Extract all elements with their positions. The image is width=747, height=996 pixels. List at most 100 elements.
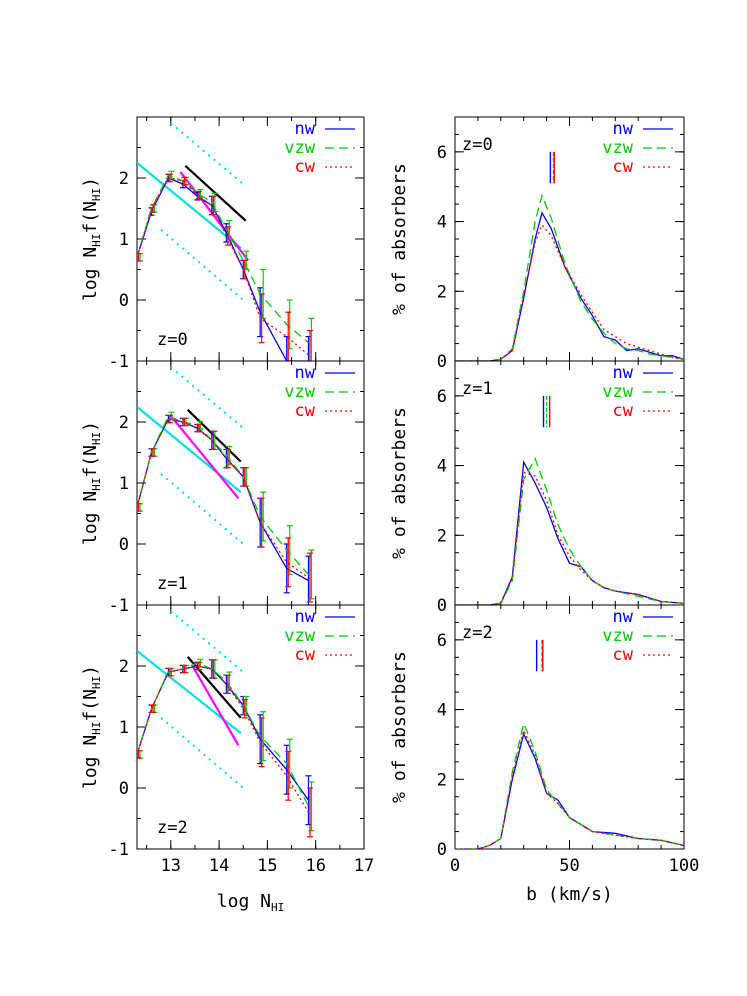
x-tick-label: 16 [305,856,325,876]
legend-label-vzw: vzw [602,382,633,402]
series-line-cw [137,418,309,579]
series-line-cw [455,223,684,361]
panel-label-z=1: z=1 [462,379,493,399]
legend-label-cw: cw [295,645,316,665]
y-tick-label: 6 [437,143,447,163]
series-line-vzw [455,721,684,849]
y-axis-label-right: % of absorbers [389,651,410,803]
left-panel-z=2 [137,610,315,838]
y-tick-label: 2 [119,413,129,433]
y-tick-label: 1 [119,474,129,494]
fit-line-magenta [191,665,240,746]
y-tick-label: -1 [109,840,129,860]
y-axis-label: log NHIf(NHI) [80,665,103,789]
panel-label-z=2: z=2 [462,623,493,643]
x-tick-label: 100 [669,856,700,876]
series-line-nw [455,211,684,361]
y-axis-label: log NHIf(NHI) [80,421,103,545]
series-line-cw [455,728,684,849]
y-tick-label: 0 [437,352,447,372]
legend-label-cw: cw [613,157,634,177]
y-tick-label: 2 [119,169,129,189]
x-tick-label: 50 [559,856,579,876]
x-tick-label: 17 [354,856,374,876]
fit-line-black [186,409,242,463]
y-tick-label: 1 [119,230,129,250]
y-axis-label-right: % of absorbers [389,163,410,315]
legend-label-cw: cw [613,401,634,421]
series-line-cw [137,665,310,813]
y-tick-label: 2 [437,526,447,546]
fit-line-cyan [160,717,244,789]
panel-label-z=0: z=0 [462,135,493,155]
right-panel-z=2 [455,721,684,849]
y-tick-label: -1 [109,352,129,372]
plot-frame [136,604,365,850]
y-tick-label: 2 [119,657,129,677]
x-axis-label-right: b (km/s) [526,884,613,905]
legend-label-nw: nw [613,607,634,627]
series-line-vzw [137,662,310,807]
legend-label-nw: nw [295,363,316,383]
plot-frame [136,360,365,606]
legend-label-cw: cw [613,645,634,665]
right-panel-z=1 [455,457,684,605]
panel-label-z=1: z=1 [157,574,188,594]
fit-line-cyan [137,161,242,249]
legend-label-cw: cw [295,401,316,421]
series-line-vzw [455,193,684,361]
legend-label-nw: nw [613,363,634,383]
y-axis-label-group: log NHIf(NHI) [80,421,103,545]
plot-frame [136,116,365,362]
fit-line-cyan [137,405,242,493]
legend-label-vzw: vzw [602,626,633,646]
series-line-vzw [137,415,309,575]
y-axis-label-group: log NHIf(NHI) [80,177,103,301]
y-axis-label-group: log NHIf(NHI) [80,665,103,789]
fit-line-cyan [170,366,244,429]
fit-line-black [186,656,242,719]
series-line-vzw [137,174,309,344]
y-tick-label: 4 [437,701,447,721]
x-axis-label-left: log NHI [217,891,284,914]
x-tick-label: 14 [209,856,229,876]
legend-label-vzw: vzw [284,138,315,158]
y-tick-label: -1 [109,596,129,616]
series-line-cw [137,177,309,356]
legend-label-nw: nw [613,119,634,139]
legend-label-vzw: vzw [602,138,633,158]
fit-line-cyan [170,610,244,673]
y-axis-label: log NHIf(NHI) [80,177,103,301]
y-tick-label: 6 [437,387,447,407]
x-tick-label: 13 [161,856,181,876]
y-axis-label-right: % of absorbers [389,407,410,559]
legend-label-vzw: vzw [284,626,315,646]
series-line-cw [455,471,684,605]
right-panel-z=0 [455,193,684,361]
left-panel-z=0 [137,122,315,361]
series-line-nw [455,732,684,849]
x-tick-label: 0 [450,856,460,876]
fit-line-magenta [179,171,249,262]
fit-line-magenta [169,415,240,499]
series-line-nw [455,459,684,605]
series-line-nw [137,665,310,801]
x-tick-label: 15 [257,856,277,876]
legend-label-vzw: vzw [284,382,315,402]
panel-label-z=0: z=0 [157,330,188,350]
panel-label-z=2: z=2 [157,818,188,838]
left-panel-z=1 [137,366,315,605]
y-tick-label: 0 [437,840,447,860]
legend-label-nw: nw [295,119,316,139]
legend-label-cw: cw [295,157,316,177]
y-tick-label: 2 [437,770,447,790]
y-tick-label: 0 [119,535,129,555]
y-tick-label: 6 [437,631,447,651]
y-tick-label: 0 [119,779,129,799]
fit-line-cyan [170,122,244,185]
series-line-vzw [455,457,684,605]
legend-label-nw: nw [295,607,316,627]
y-tick-label: 0 [119,291,129,311]
y-tick-label: 1 [119,718,129,738]
